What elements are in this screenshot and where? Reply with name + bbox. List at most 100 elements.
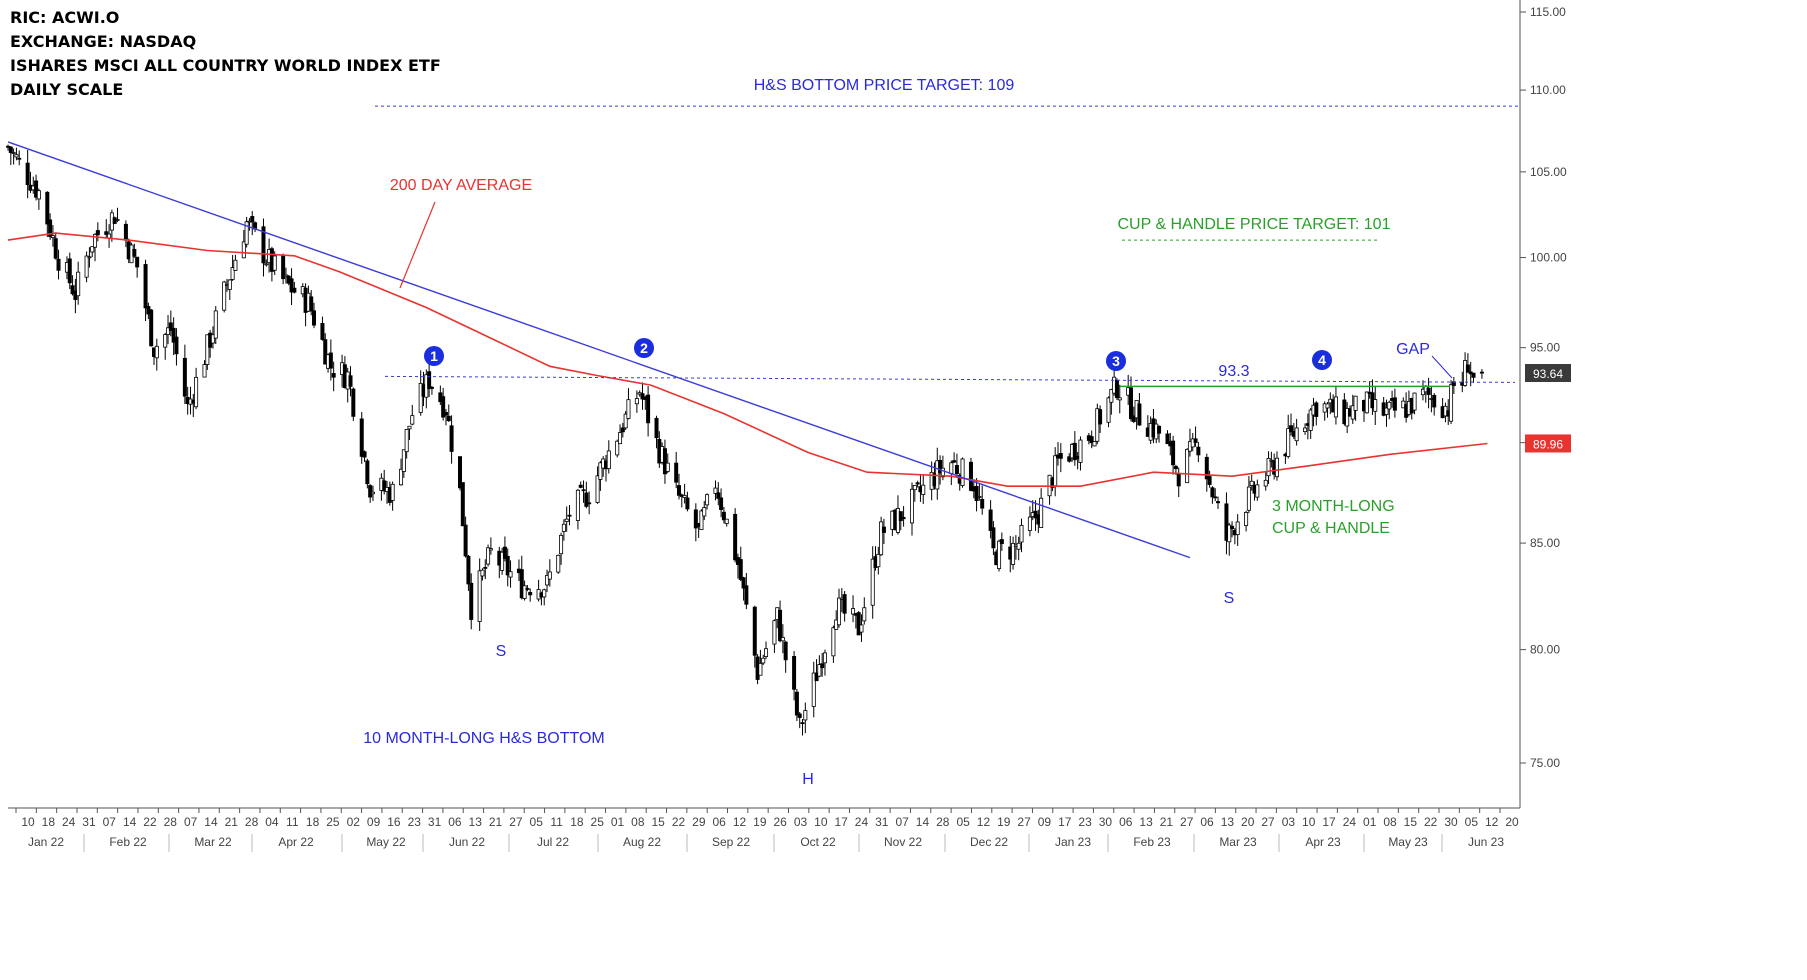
- candle-body: [483, 567, 488, 569]
- candle-body: [879, 521, 884, 556]
- x-day-label: 05: [956, 815, 970, 829]
- candle-body: [480, 569, 485, 577]
- candle-body: [620, 427, 625, 433]
- candle-body: [800, 722, 805, 725]
- x-month-label: Jan 22: [28, 835, 64, 849]
- candle-body: [123, 223, 128, 241]
- x-month-label: Feb 22: [109, 835, 147, 849]
- candle-body: [811, 672, 816, 707]
- candle-body: [542, 589, 547, 598]
- candle-body: [230, 267, 235, 280]
- candles: [6, 144, 1484, 736]
- candle-body: [915, 482, 920, 485]
- y-tick-label: 110.00: [1530, 83, 1566, 97]
- candle-body: [368, 485, 373, 498]
- candle-body: [36, 190, 41, 200]
- candle-body: [370, 491, 375, 495]
- candle-body: [626, 399, 631, 419]
- x-day-label: 05: [1465, 815, 1479, 829]
- x-day-label: 22: [672, 815, 686, 829]
- candle-body: [744, 585, 749, 605]
- candle-body: [623, 413, 628, 429]
- candle-body: [132, 248, 137, 257]
- candle-body: [1412, 392, 1417, 411]
- candle-body: [323, 339, 328, 365]
- candle-body: [991, 527, 996, 549]
- candle-body: [733, 513, 738, 561]
- candle-body: [1213, 496, 1218, 499]
- x-day-label: 27: [1261, 815, 1275, 829]
- candle-body: [682, 494, 687, 498]
- candle-body: [289, 278, 294, 293]
- x-day-label: 29: [692, 815, 706, 829]
- x-day-label: 07: [895, 815, 909, 829]
- candle-body: [1216, 501, 1221, 504]
- candle-body: [1027, 516, 1032, 531]
- x-day-label: 08: [1383, 815, 1397, 829]
- security-name: ISHARES MSCI ALL COUNTRY WORLD INDEX ETF: [10, 56, 441, 75]
- candle-body: [283, 274, 288, 277]
- candle-body: [584, 492, 589, 507]
- candle-body: [477, 570, 482, 622]
- candle-body: [881, 526, 886, 533]
- candle-body: [56, 258, 61, 271]
- candle-body: [1244, 512, 1249, 526]
- candle-body: [328, 352, 333, 369]
- candle-body: [1294, 427, 1299, 442]
- candle-body: [522, 585, 527, 599]
- chart-info: RIC: ACWI.O EXCHANGE: NASDAQ ISHARES MSC…: [10, 6, 441, 102]
- candle-body: [1039, 497, 1044, 528]
- candle-body: [999, 539, 1004, 545]
- candle-body: [443, 411, 448, 416]
- x-day-label: 01: [1363, 815, 1377, 829]
- x-day-label: 13: [1221, 815, 1235, 829]
- scale-label: DAILY SCALE: [10, 80, 124, 99]
- gap-label: GAP: [1396, 341, 1430, 358]
- candle-body: [1345, 408, 1350, 427]
- x-month-label: Nov 22: [884, 835, 922, 849]
- candle-body: [713, 487, 718, 494]
- candle-body: [1095, 408, 1100, 442]
- candle-body: [1426, 387, 1431, 395]
- candle-body: [921, 484, 926, 495]
- candle-body: [665, 462, 670, 472]
- candle-body: [814, 672, 819, 682]
- x-day-label: 06: [1200, 815, 1214, 829]
- candle-body: [261, 226, 266, 264]
- candle-body: [547, 571, 552, 580]
- candle-body: [1106, 397, 1111, 423]
- candle-body: [598, 462, 603, 480]
- ma-price-value: 89.96: [1533, 437, 1563, 451]
- candle-body: [545, 574, 550, 586]
- candle-body: [8, 146, 13, 153]
- candle-body: [87, 256, 92, 259]
- candle-body: [427, 371, 432, 390]
- x-month-label: May 23: [1388, 835, 1428, 849]
- candle-body: [410, 415, 415, 425]
- candle-body: [1114, 379, 1119, 398]
- x-day-label: 03: [794, 815, 808, 829]
- candle-body: [50, 235, 55, 238]
- x-day-label: 31: [82, 815, 96, 829]
- x-day-label: 30: [1099, 815, 1113, 829]
- candle-body: [244, 221, 249, 245]
- candle-body: [11, 152, 16, 154]
- x-month-label: Jan 23: [1055, 835, 1091, 849]
- x-day-label: 24: [62, 815, 76, 829]
- candle-body: [721, 511, 726, 521]
- candle-body: [1019, 524, 1024, 543]
- candle-body: [1072, 442, 1077, 461]
- left-shoulder-label: S: [496, 643, 507, 660]
- candle-body: [174, 336, 179, 355]
- candle-body: [1098, 409, 1103, 425]
- candle-body: [1128, 387, 1133, 420]
- candle-body: [772, 620, 777, 645]
- candle-body: [14, 154, 19, 158]
- candle-body: [1432, 394, 1437, 408]
- x-month-label: May 22: [366, 835, 406, 849]
- candle-body: [233, 259, 238, 271]
- candle-body: [870, 558, 875, 606]
- candle-body: [449, 425, 454, 452]
- candle-body: [595, 475, 600, 503]
- x-month-label: Jul 22: [537, 835, 569, 849]
